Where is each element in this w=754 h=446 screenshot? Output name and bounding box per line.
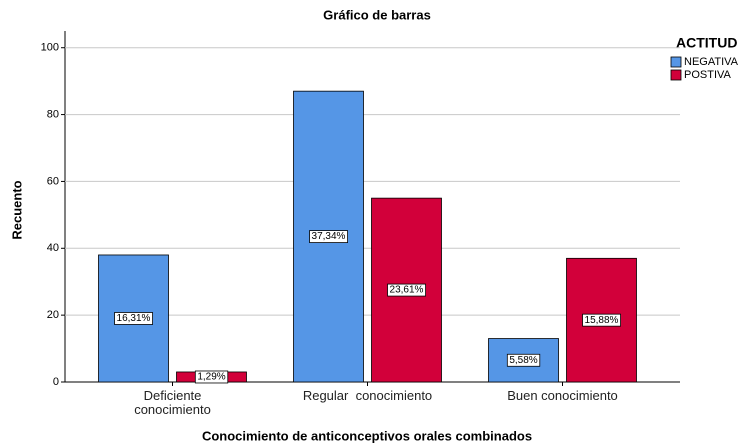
legend-label: NEGATIVA [684,56,739,68]
x-axis-label: Conocimiento de anticonceptivos orales c… [202,428,532,443]
value-label-box [194,370,229,384]
legend-title: ACTITUD [676,35,737,51]
value-label: 37,34% [312,231,346,242]
value-label: 23,61% [390,285,424,296]
y-axis-label: Recuento [9,180,24,239]
value-label-box [582,313,621,327]
chart-title: Gráfico de barras [323,7,431,22]
value-label-box [309,230,348,243]
value-label-box [506,353,541,367]
legend-swatch [670,69,682,81]
y-tick-label: 100 [41,42,59,54]
y-tick-label: 40 [47,242,59,254]
legend-swatch [670,56,682,68]
y-tick-label: 0 [53,376,59,388]
value-label: 15,88% [585,315,619,326]
x-tick-label: Buen conocimiento [507,388,618,403]
value-label: 16,31% [117,313,151,324]
bar [488,338,559,383]
y-tick-label: 20 [47,309,59,321]
value-label-box [114,312,153,325]
x-tick-label: Regular conocimiento [302,388,433,403]
value-label: 1,29% [197,372,225,383]
x-tick-label: Deficiente conocimiento [134,388,211,417]
value-label-box [387,283,426,297]
value-label: 5,58% [509,355,537,366]
y-tick-label: 60 [47,175,59,187]
y-tick-label: 80 [47,108,59,120]
legend-label: POSTIVA [684,69,732,81]
